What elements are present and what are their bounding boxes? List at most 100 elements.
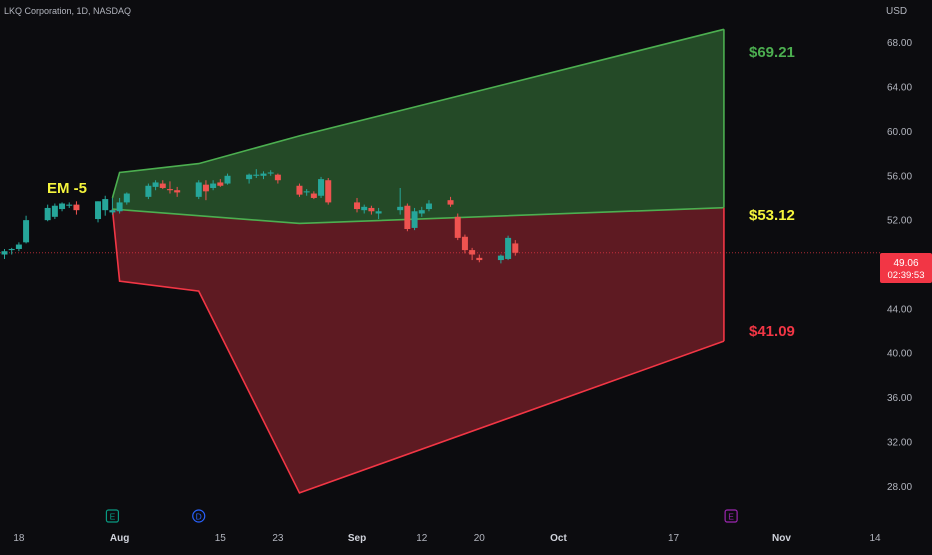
- candle: [274, 173, 281, 184]
- candle: [418, 206, 425, 217]
- candle-body: [8, 248, 15, 251]
- candle: [425, 200, 432, 212]
- candle-body: [145, 185, 152, 197]
- marker-letter: D: [196, 512, 202, 522]
- candle: [73, 201, 80, 215]
- price-tick-label: 68.00: [887, 38, 912, 49]
- price-tick-label: 28.00: [887, 482, 912, 493]
- candle: [267, 170, 274, 176]
- candle-body: [116, 202, 123, 212]
- candle: [51, 203, 58, 220]
- candle: [159, 180, 166, 190]
- candles: [1, 169, 519, 264]
- price-tick-label: 44.00: [887, 304, 912, 315]
- candle: [66, 202, 73, 208]
- candle: [15, 242, 22, 252]
- dividend-marker[interactable]: D: [192, 509, 206, 523]
- candle-body: [512, 243, 519, 253]
- current-price-value: 49.06: [893, 258, 918, 269]
- candle: [44, 204, 51, 222]
- upper-band-line: [111, 28, 725, 199]
- price-tick-label: 40.00: [887, 349, 912, 360]
- candle: [375, 207, 382, 220]
- candle: [260, 171, 267, 180]
- candle: [361, 204, 368, 214]
- candle-body: [246, 174, 253, 180]
- candle-body: [59, 203, 66, 210]
- symbol-title: LKQ Corporation, 1D, NASDAQ: [4, 6, 132, 16]
- marker-letter: E: [110, 512, 116, 522]
- time-tick-label: 18: [13, 533, 25, 544]
- lower-band-fill: [112, 207, 724, 493]
- band-labels: EM -5 $69.21 $53.12 $41.09: [47, 44, 795, 340]
- candle: [310, 191, 317, 200]
- time-tick-label: Oct: [550, 533, 567, 544]
- candle-body: [95, 201, 102, 220]
- candle-body: [202, 184, 209, 192]
- candle-body: [109, 210, 116, 213]
- candle-body: [23, 220, 30, 243]
- candle-body: [497, 255, 504, 261]
- candle: [469, 247, 476, 261]
- candle-body: [217, 182, 224, 186]
- candle: [8, 247, 15, 255]
- candle: [476, 254, 483, 263]
- candle: [224, 173, 231, 185]
- price-tick-label: 36.00: [887, 393, 912, 404]
- middle-band-line: [112, 206, 724, 225]
- candle: [23, 215, 30, 244]
- current-price-tag-bg: [880, 253, 932, 283]
- candle-body: [274, 174, 281, 181]
- candle: [318, 176, 325, 198]
- price-tick-label: 64.00: [887, 83, 912, 94]
- time-axis[interactable]: 18 Aug 15 23 Sep 12 20 Oct 17 Nov 14 E D E: [13, 509, 881, 544]
- time-tick-label: Sep: [348, 533, 366, 544]
- candle: [497, 254, 504, 264]
- candle-body: [224, 175, 231, 184]
- time-tick-label: 14: [869, 533, 881, 544]
- em-label: EM -5: [47, 180, 87, 197]
- price-tick-label: 52.00: [887, 216, 912, 227]
- candle: [397, 187, 404, 215]
- candle: [166, 181, 173, 194]
- candle-body: [210, 183, 217, 188]
- candle: [59, 202, 66, 212]
- candle: [368, 205, 375, 215]
- price-tick-label: 32.00: [887, 437, 912, 448]
- candle: [217, 179, 224, 187]
- candle-body: [303, 191, 310, 193]
- time-tick-label: 23: [272, 533, 284, 544]
- candle: [202, 180, 209, 201]
- candle-body: [260, 173, 267, 176]
- candle: [246, 173, 253, 184]
- time-tick-label: Nov: [772, 533, 791, 544]
- current-price-tag: 49.06 02:39:53: [880, 253, 932, 283]
- candle: [102, 195, 109, 216]
- candle-body: [152, 182, 159, 187]
- candle-body: [310, 193, 317, 198]
- earnings-marker[interactable]: E: [105, 509, 120, 523]
- candle-body: [461, 236, 468, 251]
- marker-shape: [192, 509, 206, 523]
- candle: [461, 234, 468, 254]
- candle-body: [476, 257, 483, 261]
- lower-band-line: [111, 208, 725, 494]
- candle-body: [425, 203, 432, 210]
- candle-body: [375, 211, 382, 214]
- candle: [303, 189, 310, 196]
- earnings-marker[interactable]: E: [724, 509, 738, 523]
- candle: [411, 207, 418, 231]
- candle-body: [404, 205, 411, 230]
- time-tick-label: 17: [668, 533, 680, 544]
- candle-body: [354, 202, 361, 210]
- candle-body: [325, 180, 332, 203]
- candle-body: [174, 190, 181, 193]
- candle: [447, 196, 454, 207]
- candle: [210, 180, 217, 191]
- candle: [174, 186, 181, 197]
- price-tick-label: 56.00: [887, 171, 912, 182]
- candle-body: [318, 179, 325, 196]
